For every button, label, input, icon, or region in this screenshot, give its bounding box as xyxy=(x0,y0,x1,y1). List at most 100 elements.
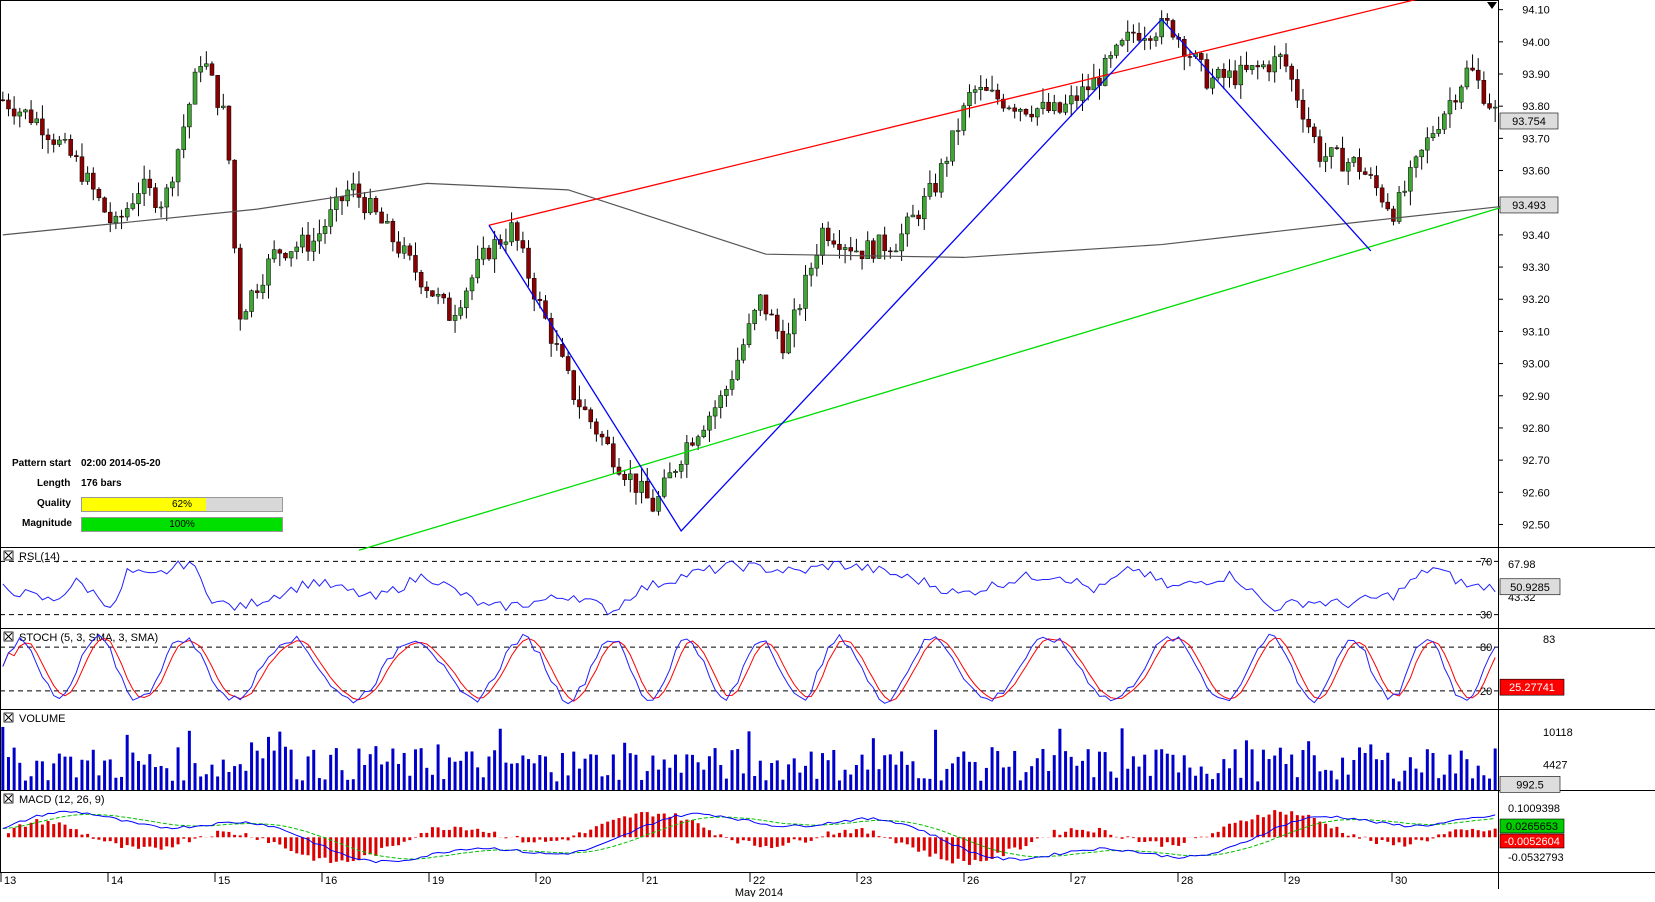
macd-tick-label: -0.0532793 xyxy=(1508,852,1564,864)
stoch-current-label: 25.27741 xyxy=(1509,682,1555,694)
price-tick-label: 92.80 xyxy=(1522,423,1550,435)
candle-body xyxy=(283,252,288,259)
candle-body xyxy=(1272,56,1277,73)
candle-body xyxy=(119,215,124,218)
candle-body xyxy=(921,196,927,220)
candle-body xyxy=(1221,68,1227,78)
price-tick-label: 92.50 xyxy=(1522,519,1550,531)
candle-body xyxy=(45,134,51,140)
candle-body xyxy=(215,75,220,108)
rsi-current-label: 50.9285 xyxy=(1510,582,1550,594)
candle-body xyxy=(1040,101,1046,109)
candle-body xyxy=(667,472,673,479)
candle-body xyxy=(1328,147,1334,157)
candle-body xyxy=(102,197,107,213)
stoch-label-toggle-x xyxy=(4,632,13,641)
stoch-d-line xyxy=(2,637,1496,702)
volume-tick-label: 4427 xyxy=(1543,760,1567,772)
candle-body xyxy=(701,429,707,438)
volume-tick-label: 10118 xyxy=(1543,727,1573,739)
macd-label-toggle-x xyxy=(4,794,13,803)
candle-body xyxy=(876,234,882,259)
candle-body xyxy=(594,421,599,435)
x-tick-label: 29 xyxy=(1288,875,1300,887)
candle-body xyxy=(1459,86,1464,103)
candle-body xyxy=(368,198,373,214)
candle-body xyxy=(1227,70,1232,78)
rsi-label: RSI (14) xyxy=(19,551,60,563)
candle-body xyxy=(577,399,582,408)
candle-body xyxy=(1006,107,1012,110)
price-tick-label: 92.70 xyxy=(1522,455,1550,467)
candle-body xyxy=(62,139,68,141)
candle-body xyxy=(661,477,667,497)
candle-body xyxy=(1481,79,1487,104)
candle-body xyxy=(430,290,435,297)
candle-body xyxy=(780,330,786,354)
candle-body xyxy=(339,196,345,202)
rsi-tick-label: 67.98 xyxy=(1508,559,1536,571)
stoch-tick-label: 83 xyxy=(1543,634,1555,646)
candle-body xyxy=(854,250,859,253)
candle-body xyxy=(401,245,407,254)
current-price-label-box xyxy=(1499,112,1559,130)
candle-body xyxy=(424,286,430,291)
quality-value: 62% xyxy=(171,499,192,510)
candle-body xyxy=(237,247,243,320)
candle-body xyxy=(34,118,39,124)
quality-bar-fill xyxy=(82,498,206,511)
candle-body xyxy=(1125,31,1130,41)
price-tick-label: 93.00 xyxy=(1522,359,1550,371)
candle-body xyxy=(1108,55,1114,59)
candle-body xyxy=(1266,64,1272,73)
candle-body xyxy=(927,183,933,197)
candle-body xyxy=(1317,136,1323,162)
price-tick-label: 93.20 xyxy=(1522,294,1550,306)
candle-body xyxy=(91,172,96,190)
support-line xyxy=(358,205,1507,551)
candle-body xyxy=(1351,157,1357,163)
candle-body xyxy=(1396,192,1402,222)
candle-body xyxy=(972,89,978,93)
candle-body xyxy=(882,234,887,252)
macd-signal-box xyxy=(1499,818,1565,834)
candle-body xyxy=(673,471,678,473)
candle-body xyxy=(1018,109,1023,112)
candle-body xyxy=(814,255,820,269)
candle-body xyxy=(808,267,814,276)
price-tick-label: 94.10 xyxy=(1522,5,1550,17)
candle-body xyxy=(520,240,526,249)
candle-body xyxy=(1074,95,1080,101)
candle-body xyxy=(639,480,644,493)
candle-body xyxy=(407,245,413,256)
candle-body xyxy=(1300,99,1306,120)
candle-body xyxy=(294,246,300,252)
candle-body xyxy=(831,240,837,245)
candle-body xyxy=(1170,20,1176,38)
candle-body xyxy=(622,473,627,480)
candle-body xyxy=(1232,70,1238,86)
candle-body xyxy=(995,89,1000,100)
candle-body xyxy=(362,197,367,214)
candle-body xyxy=(1278,54,1283,57)
candle-body xyxy=(763,294,769,315)
candle-body xyxy=(1244,64,1249,70)
x-tick-label: 19 xyxy=(432,875,444,887)
candle-body xyxy=(28,109,34,124)
macd-hist-box xyxy=(1499,833,1565,849)
candle-body xyxy=(1362,171,1368,175)
candle-body xyxy=(464,290,469,309)
stoch-current-box xyxy=(1499,678,1565,696)
volume-current-box xyxy=(1499,776,1561,793)
candle-body xyxy=(1419,149,1424,158)
candle-body xyxy=(373,198,379,213)
candle-body xyxy=(1249,65,1255,70)
candle-body xyxy=(1187,56,1193,58)
candle-body xyxy=(447,297,452,321)
resistance-line xyxy=(488,0,1417,226)
candle-body xyxy=(735,359,740,380)
candle-body xyxy=(232,159,237,249)
rsi-label-toggle-x xyxy=(4,551,13,560)
stoch-k-line xyxy=(2,633,1496,705)
